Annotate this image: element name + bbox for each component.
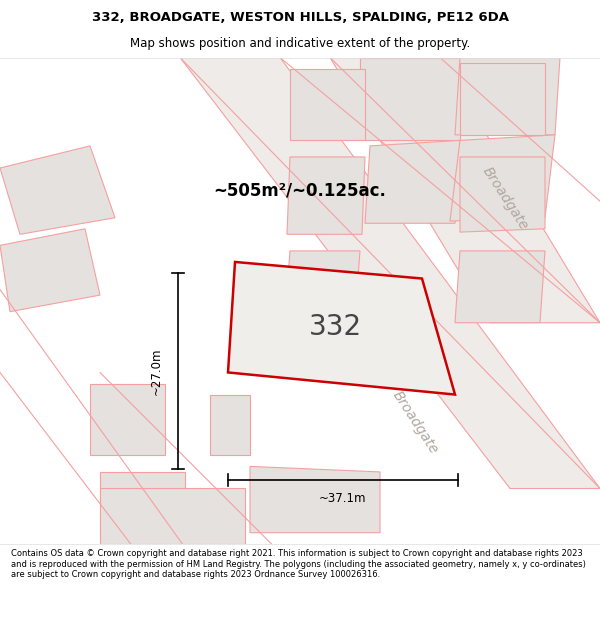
Text: 332: 332 (308, 313, 362, 341)
Polygon shape (287, 157, 365, 234)
Text: Broadgate: Broadgate (389, 388, 440, 456)
Text: ~37.1m: ~37.1m (319, 492, 367, 504)
Polygon shape (360, 58, 460, 141)
Polygon shape (100, 472, 185, 532)
Text: ~505m²/~0.125ac.: ~505m²/~0.125ac. (214, 181, 386, 199)
Polygon shape (0, 146, 115, 234)
Polygon shape (285, 251, 360, 318)
Text: Broadgate: Broadgate (479, 165, 530, 233)
Polygon shape (0, 229, 100, 312)
Polygon shape (330, 58, 600, 322)
Text: Map shows position and indicative extent of the property.: Map shows position and indicative extent… (130, 37, 470, 49)
Polygon shape (455, 251, 545, 322)
Text: Contains OS data © Crown copyright and database right 2021. This information is : Contains OS data © Crown copyright and d… (11, 549, 586, 579)
Polygon shape (250, 466, 380, 532)
Polygon shape (460, 157, 545, 232)
Polygon shape (290, 69, 365, 141)
Polygon shape (455, 58, 560, 135)
Polygon shape (90, 384, 165, 456)
Polygon shape (210, 394, 250, 456)
Polygon shape (228, 262, 455, 394)
Polygon shape (100, 489, 245, 544)
Polygon shape (450, 135, 555, 221)
Text: ~27.0m: ~27.0m (149, 347, 163, 394)
Polygon shape (365, 141, 460, 223)
Polygon shape (460, 63, 545, 135)
Text: 332, BROADGATE, WESTON HILLS, SPALDING, PE12 6DA: 332, BROADGATE, WESTON HILLS, SPALDING, … (91, 11, 509, 24)
Polygon shape (180, 58, 600, 489)
